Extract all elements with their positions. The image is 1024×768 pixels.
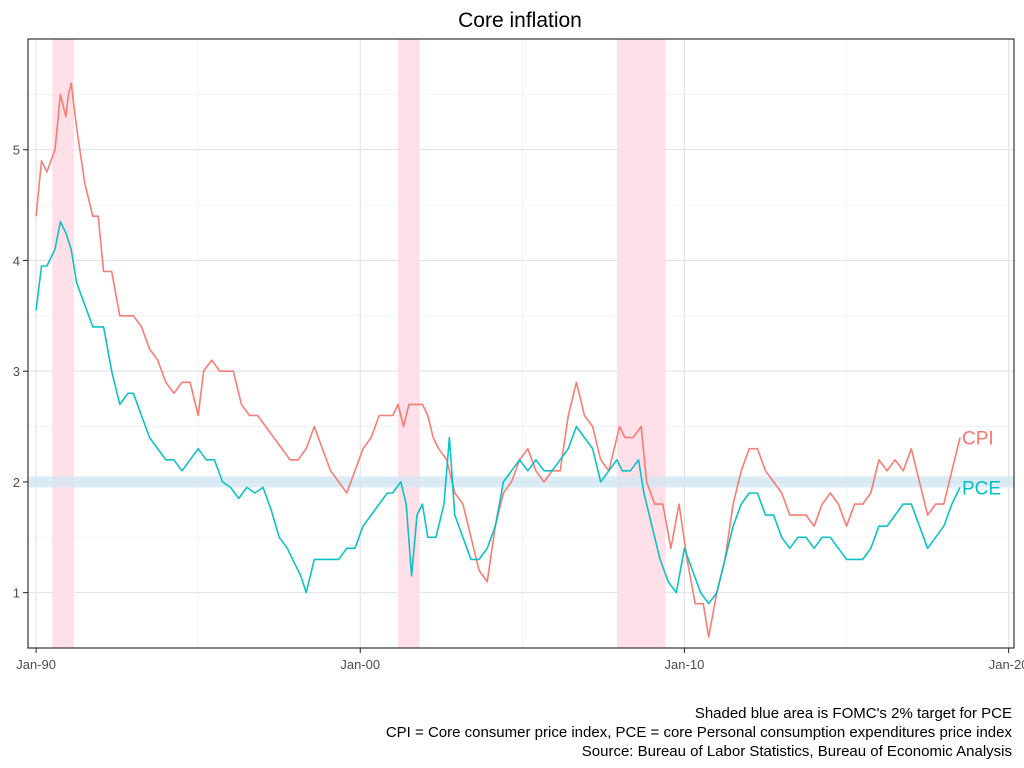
chart-title: Core inflation — [458, 9, 582, 32]
series-lines — [35, 82, 961, 638]
series-line-cpi — [35, 82, 961, 638]
axes: Jan-90 Jan-00 Jan-10 Jan-20 1 2 3 4 5 — [13, 143, 1024, 672]
series-line-pce — [35, 220, 961, 605]
recession-band-0 — [52, 39, 74, 648]
recession-band-2 — [616, 39, 666, 648]
y-tick-label-4: 5 — [13, 143, 20, 158]
y-tick-label-0: 1 — [13, 586, 20, 601]
panel-background — [28, 39, 1014, 648]
y-tick-label-1: 2 — [13, 475, 20, 490]
x-tick-label-1: Jan-00 — [340, 657, 380, 672]
caption-line-2: CPI = Core consumer price index, PCE = c… — [386, 724, 1013, 741]
y-tick-label-3: 4 — [13, 253, 20, 268]
recession-band-1 — [398, 39, 420, 648]
x-tick-label-2: Jan-10 — [665, 657, 705, 672]
panel-border — [27, 38, 1015, 649]
caption-line-3: Source: Bureau of Labor Statistics, Bure… — [582, 743, 1012, 760]
x-tick-label-3: Jan-20 — [989, 657, 1024, 672]
y-tick-label-2: 3 — [13, 364, 20, 379]
series-label-pce: PCE — [962, 478, 1001, 499]
series-labels: CPI PCE — [962, 429, 1001, 500]
caption-line-1: Shaded blue area is FOMC's 2% target for… — [695, 705, 1012, 722]
plot-area: CPI PCE — [27, 38, 1015, 649]
x-tick-label-0: Jan-90 — [16, 657, 56, 672]
series-label-cpi: CPI — [962, 429, 994, 450]
target-band — [28, 476, 1014, 488]
